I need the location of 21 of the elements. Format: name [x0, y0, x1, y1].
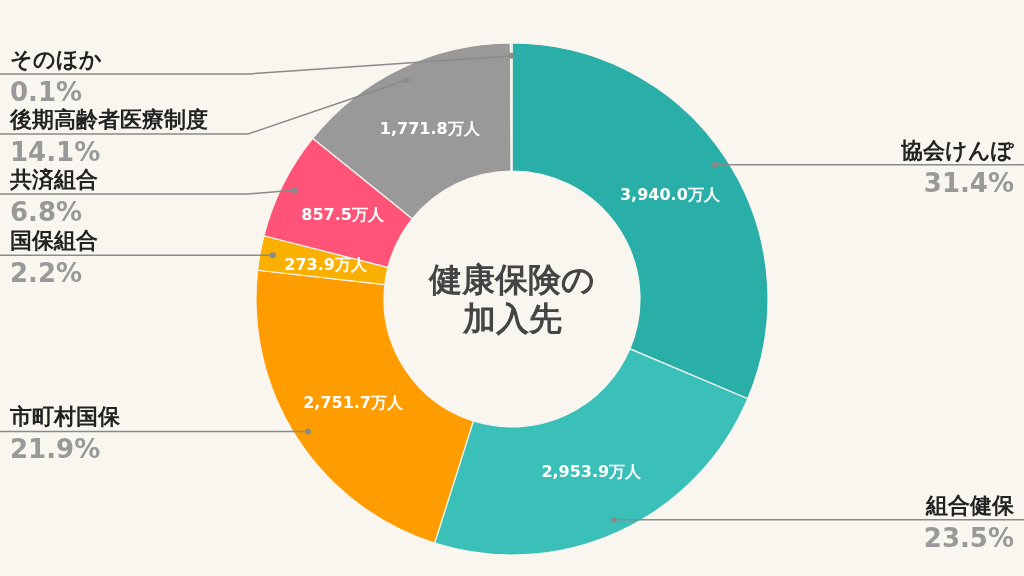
data-label: 1,771.8万人 — [379, 118, 481, 138]
text: 23.5% — [923, 522, 1014, 553]
data-label: 3,940.0万人 — [619, 184, 721, 204]
slice-label: 国保組合 — [10, 228, 98, 254]
title: 健康保険の加入先 — [429, 260, 595, 338]
text: 31.4% — [923, 167, 1014, 198]
slice-label: 後期高齢者医療制度 — [9, 107, 208, 132]
text: 14.1% — [10, 137, 101, 167]
slice-label: 市町村国保 — [9, 404, 121, 430]
text: 0.1% — [10, 77, 83, 107]
data-label: 2,751.7万人 — [303, 392, 404, 412]
slice-label: 共済組合 — [9, 167, 98, 192]
data-label: 857.5万人 — [301, 204, 385, 224]
slice-label: 協会けんぽ — [900, 137, 1014, 163]
data-label: 273.9万人 — [284, 255, 368, 275]
data-label: 2,953.9万人 — [541, 461, 643, 481]
text: 21.9% — [10, 434, 101, 465]
slice-label: そのほか — [10, 47, 102, 72]
text: 2.2% — [10, 258, 83, 289]
slice-label: 組合健保 — [925, 492, 1015, 518]
text: 6.8% — [10, 197, 83, 227]
